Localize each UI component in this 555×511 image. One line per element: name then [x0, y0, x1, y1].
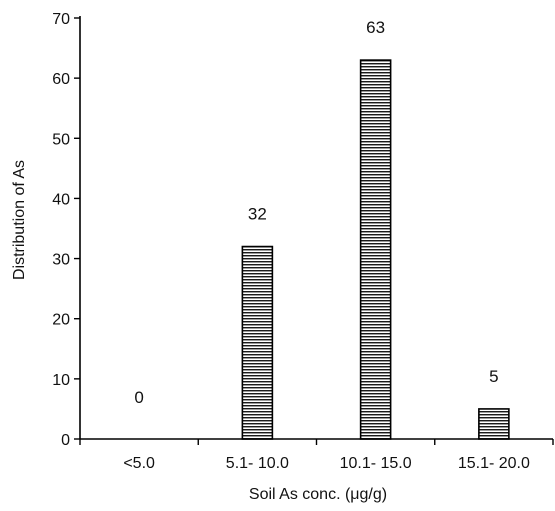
bar	[359, 59, 392, 440]
bar	[241, 245, 274, 440]
x-category-label: 15.1- 20.0	[458, 455, 530, 472]
y-tick-label: 30	[52, 252, 70, 269]
x-axis-title: Soil As conc. (μg/g)	[249, 486, 387, 503]
data-labels-group: 0 32 63 5	[134, 18, 498, 407]
y-tick-label: 40	[52, 191, 70, 208]
y-tick-label: 70	[52, 11, 70, 28]
x-category-label: 5.1- 10.0	[226, 455, 289, 472]
bar-value-label: 0	[134, 388, 143, 407]
bars-group	[241, 59, 510, 440]
y-tick-label: 20	[52, 312, 70, 329]
y-axis: 0 10 20 30 40 50 60 70	[52, 11, 81, 449]
x-category-label: 10.1- 15.0	[340, 455, 412, 472]
bar-value-label: 5	[489, 367, 498, 386]
y-tick-label: 0	[61, 432, 70, 449]
x-axis: <5.0 5.1- 10.0 10.1- 15.0 15.1- 20.0	[79, 438, 554, 472]
y-tick-label: 60	[52, 71, 70, 88]
bar-value-label: 63	[366, 18, 385, 37]
bar-value-label: 32	[248, 205, 267, 224]
x-category-label: <5.0	[123, 455, 155, 472]
bar	[478, 408, 510, 440]
y-tick-label: 50	[52, 131, 70, 148]
y-tick-label: 10	[52, 372, 70, 389]
y-axis-title: Distribution of As	[11, 160, 28, 280]
